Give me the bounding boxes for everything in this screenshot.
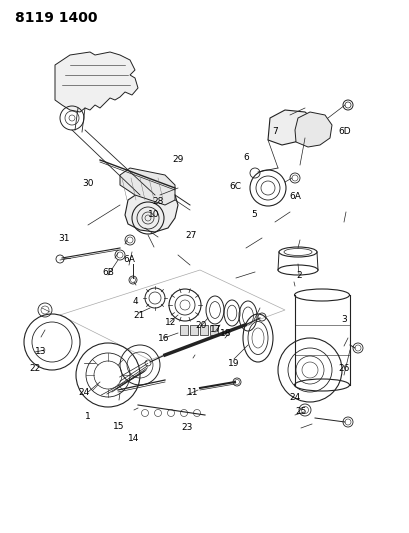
Bar bbox=[200, 325, 207, 335]
Text: 24: 24 bbox=[78, 389, 90, 397]
Text: 23: 23 bbox=[180, 423, 192, 432]
Text: 7: 7 bbox=[271, 127, 277, 136]
Text: 29: 29 bbox=[172, 156, 184, 164]
Text: 10: 10 bbox=[148, 211, 159, 219]
Text: 18: 18 bbox=[219, 329, 231, 338]
Text: 4: 4 bbox=[132, 297, 138, 305]
Text: 16: 16 bbox=[158, 334, 169, 343]
Polygon shape bbox=[120, 168, 175, 205]
Text: 25: 25 bbox=[295, 407, 306, 416]
Bar bbox=[189, 325, 198, 335]
Text: 26: 26 bbox=[338, 365, 349, 373]
Text: 28: 28 bbox=[152, 197, 163, 206]
Text: 6C: 6C bbox=[229, 182, 241, 191]
Text: 1: 1 bbox=[85, 413, 91, 421]
Text: 6D: 6D bbox=[337, 127, 350, 136]
Text: 15: 15 bbox=[113, 422, 124, 431]
Text: 6B: 6B bbox=[103, 268, 114, 277]
Text: 6A: 6A bbox=[123, 255, 135, 264]
Bar bbox=[180, 325, 188, 335]
Bar bbox=[209, 325, 218, 335]
Text: 11: 11 bbox=[187, 389, 198, 397]
Text: 22: 22 bbox=[29, 365, 40, 373]
Text: 27: 27 bbox=[184, 231, 196, 240]
Text: 13: 13 bbox=[35, 348, 47, 356]
Text: 14: 14 bbox=[127, 434, 139, 442]
Polygon shape bbox=[294, 112, 331, 147]
Text: 19: 19 bbox=[227, 359, 239, 368]
Text: 8119 1400: 8119 1400 bbox=[15, 11, 97, 25]
Polygon shape bbox=[55, 52, 138, 112]
Text: 17: 17 bbox=[209, 326, 220, 334]
Text: 30: 30 bbox=[82, 180, 94, 188]
Text: 20: 20 bbox=[195, 321, 206, 329]
Polygon shape bbox=[267, 110, 314, 145]
Text: 3: 3 bbox=[341, 316, 346, 324]
Text: 21: 21 bbox=[133, 311, 145, 320]
Text: 5: 5 bbox=[251, 210, 256, 219]
Text: 31: 31 bbox=[58, 234, 69, 243]
Text: 6A: 6A bbox=[289, 192, 300, 201]
Text: 2: 2 bbox=[296, 271, 301, 280]
Text: 24: 24 bbox=[289, 393, 300, 401]
Polygon shape bbox=[125, 190, 178, 232]
Text: 12: 12 bbox=[164, 318, 175, 327]
Text: 6: 6 bbox=[243, 154, 248, 162]
